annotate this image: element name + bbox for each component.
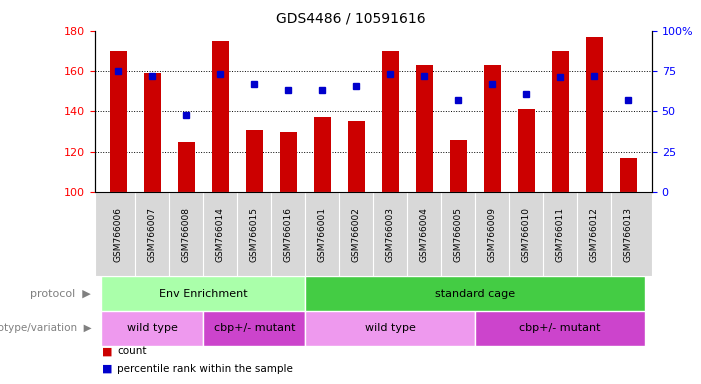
Bar bbox=[306, 276, 645, 311]
Bar bbox=[552, 51, 569, 192]
Text: GSM766008: GSM766008 bbox=[182, 207, 191, 262]
Bar bbox=[280, 131, 297, 192]
Bar bbox=[178, 142, 195, 192]
Text: GSM766004: GSM766004 bbox=[420, 207, 429, 262]
Text: percentile rank within the sample: percentile rank within the sample bbox=[117, 364, 293, 374]
Text: standard cage: standard cage bbox=[435, 289, 515, 299]
Text: GSM766014: GSM766014 bbox=[216, 207, 225, 262]
Bar bbox=[110, 51, 127, 192]
Text: Env Enrichment: Env Enrichment bbox=[159, 289, 247, 299]
Text: cbp+/- mutant: cbp+/- mutant bbox=[214, 323, 295, 333]
Bar bbox=[484, 65, 501, 192]
Text: GSM766016: GSM766016 bbox=[284, 207, 293, 262]
Text: GDS4486 / 10591616: GDS4486 / 10591616 bbox=[275, 12, 426, 25]
Text: GSM766006: GSM766006 bbox=[114, 207, 123, 262]
Text: ■: ■ bbox=[102, 364, 112, 374]
Text: GSM766009: GSM766009 bbox=[488, 207, 497, 262]
Bar bbox=[144, 73, 161, 192]
Text: ■: ■ bbox=[102, 346, 112, 356]
Bar bbox=[306, 311, 475, 346]
Bar bbox=[475, 311, 645, 346]
Text: cbp+/- mutant: cbp+/- mutant bbox=[519, 323, 601, 333]
Text: protocol  ▶: protocol ▶ bbox=[30, 289, 91, 299]
Bar bbox=[416, 65, 433, 192]
Text: genotype/variation  ▶: genotype/variation ▶ bbox=[0, 323, 91, 333]
Bar bbox=[102, 276, 306, 311]
Text: GSM766010: GSM766010 bbox=[522, 207, 531, 262]
Bar bbox=[450, 140, 467, 192]
Text: GSM766005: GSM766005 bbox=[454, 207, 463, 262]
Text: GSM766007: GSM766007 bbox=[148, 207, 157, 262]
Text: GSM766011: GSM766011 bbox=[556, 207, 565, 262]
Bar bbox=[246, 129, 263, 192]
Bar bbox=[382, 51, 399, 192]
Bar bbox=[620, 158, 637, 192]
Text: wild type: wild type bbox=[365, 323, 416, 333]
Text: GSM766001: GSM766001 bbox=[318, 207, 327, 262]
Text: GSM766003: GSM766003 bbox=[386, 207, 395, 262]
Text: wild type: wild type bbox=[127, 323, 178, 333]
Bar bbox=[518, 109, 535, 192]
Text: GSM766002: GSM766002 bbox=[352, 207, 361, 262]
Text: GSM766013: GSM766013 bbox=[624, 207, 632, 262]
Bar bbox=[102, 311, 203, 346]
Text: GSM766012: GSM766012 bbox=[590, 207, 599, 262]
Bar bbox=[212, 41, 229, 192]
Bar bbox=[203, 311, 306, 346]
Bar bbox=[348, 121, 365, 192]
Bar bbox=[314, 118, 331, 192]
Text: GSM766015: GSM766015 bbox=[250, 207, 259, 262]
Bar bbox=[585, 37, 603, 192]
Text: count: count bbox=[117, 346, 147, 356]
